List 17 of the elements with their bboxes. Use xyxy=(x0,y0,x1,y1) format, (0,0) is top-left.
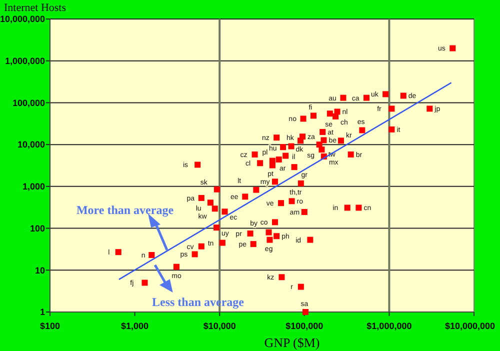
y-tick-label: 10,000,000 xyxy=(0,14,45,24)
x-tick-label: $100 xyxy=(40,321,60,331)
x-tick-label: $10,000,000 xyxy=(444,321,496,331)
y-tick-label: 1 xyxy=(40,307,45,318)
y-axis-title: Internet Hosts xyxy=(4,2,66,14)
x-tick-label: $10,000 xyxy=(203,321,236,331)
y-tick-label: 1,000 xyxy=(22,182,45,192)
y-tick-label: 100 xyxy=(30,223,45,234)
y-tick-label: 1,000,000 xyxy=(4,56,45,66)
y-tick-label: 10,000 xyxy=(17,140,45,150)
y-tick-label: 10 xyxy=(34,265,45,276)
x-axis-title: GNP ($M) xyxy=(264,335,320,350)
annotation: More than average xyxy=(76,203,174,217)
y-tick-label: 100,000 xyxy=(12,98,45,108)
x-tick-label: $1,000 xyxy=(121,321,149,331)
x-tick-label: $100,000 xyxy=(286,321,324,331)
x-tick-label: $1,000,000 xyxy=(366,321,412,331)
